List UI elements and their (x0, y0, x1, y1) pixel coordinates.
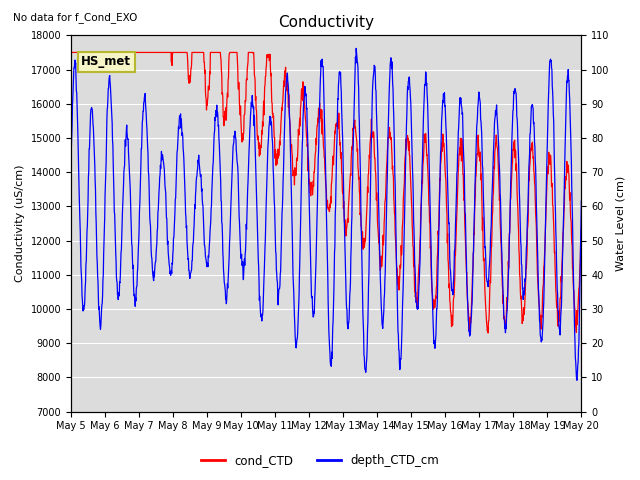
Line: depth_CTD_cm: depth_CTD_cm (71, 48, 581, 380)
depth_CTD_cm (180, 172, 188, 178)
Title: Conductivity: Conductivity (278, 15, 374, 30)
cond_CTD (168, 62, 176, 68)
Line: cond_CTD: cond_CTD (71, 52, 581, 333)
cond_CTD (180, 49, 188, 55)
depth_CTD_cm (352, 46, 360, 51)
Text: No data for f_Cond_EXO: No data for f_Cond_EXO (13, 12, 137, 23)
Legend: cond_CTD, depth_CTD_cm: cond_CTD, depth_CTD_cm (196, 449, 444, 472)
cond_CTD (238, 134, 246, 140)
cond_CTD (484, 330, 492, 336)
depth_CTD_cm (573, 377, 580, 383)
depth_CTD_cm (168, 260, 176, 266)
Y-axis label: Water Level (cm): Water Level (cm) (615, 176, 625, 271)
cond_CTD (472, 175, 479, 180)
depth_CTD_cm (472, 149, 480, 155)
cond_CTD (405, 138, 413, 144)
depth_CTD_cm (577, 198, 585, 204)
cond_CTD (517, 293, 525, 299)
depth_CTD_cm (406, 74, 413, 80)
depth_CTD_cm (517, 243, 525, 249)
Text: HS_met: HS_met (81, 56, 131, 69)
depth_CTD_cm (67, 162, 75, 168)
cond_CTD (67, 49, 75, 55)
Y-axis label: Conductivity (uS/cm): Conductivity (uS/cm) (15, 165, 25, 282)
depth_CTD_cm (238, 252, 246, 257)
cond_CTD (577, 227, 585, 232)
